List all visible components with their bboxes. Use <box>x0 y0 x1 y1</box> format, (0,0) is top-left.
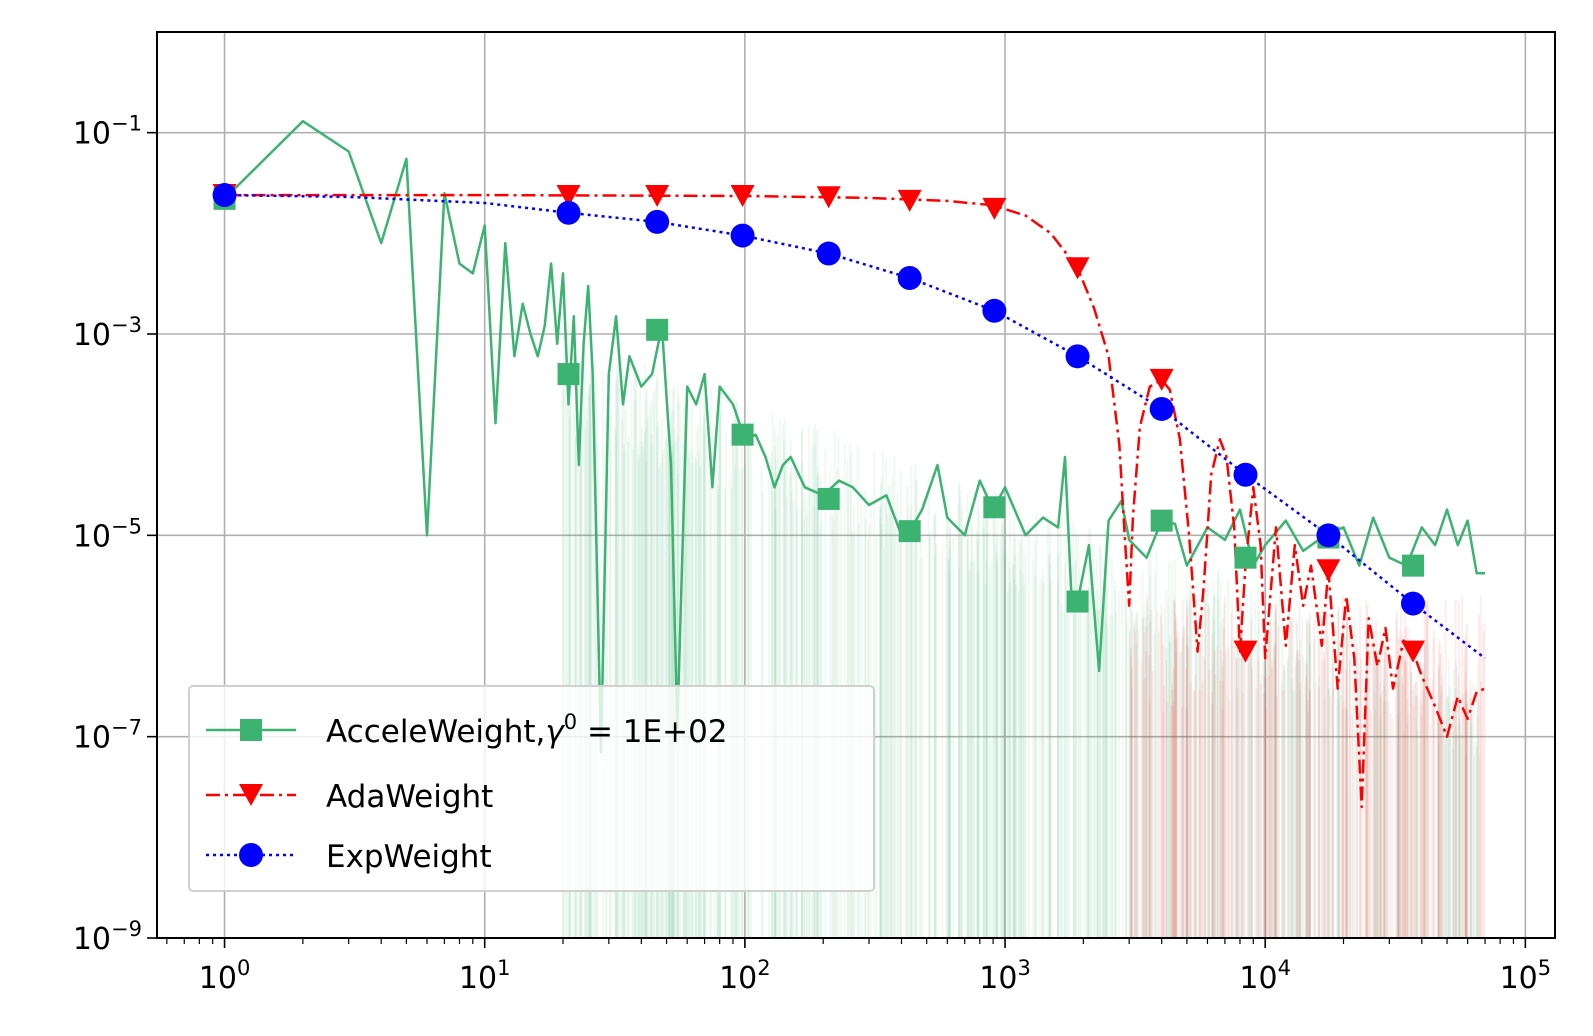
y-tick-label: 10−7 <box>73 716 142 756</box>
marker-acceleweight <box>557 363 580 386</box>
marker-acceleweight <box>983 496 1006 519</box>
marker-acceleweight <box>1150 509 1173 532</box>
y-tick-label: 10−1 <box>73 112 142 152</box>
marker-expweight <box>897 265 922 290</box>
marker-adaweight <box>1149 368 1174 391</box>
marker-acceleweight <box>731 423 754 446</box>
marker-acceleweight <box>1066 590 1089 613</box>
legend-label-adaweight: AdaWeight <box>326 779 493 815</box>
x-tick-label: 101 <box>459 956 511 996</box>
legend-label-expweight: ExpWeight <box>326 839 492 875</box>
series-line-expweight <box>224 193 1486 660</box>
x-tick-label: 103 <box>979 956 1031 996</box>
legend-entry-adaweight: AdaWeight <box>206 779 493 815</box>
marker-acceleweight <box>898 520 921 543</box>
y-tick-label: 10−9 <box>73 917 142 957</box>
y-tick-label: 10−3 <box>73 313 142 353</box>
marker-acceleweight <box>1234 546 1257 569</box>
marker-expweight <box>1149 396 1174 421</box>
marker-expweight <box>1401 591 1426 616</box>
marker-expweight <box>730 223 755 248</box>
marker-expweight <box>212 183 237 208</box>
marker-adaweight <box>816 186 841 209</box>
marker-expweight <box>1316 523 1341 548</box>
legend: AcceleWeight,γ0 = 1E+02 AdaWeight ExpWei… <box>188 685 875 892</box>
x-tick-label: 102 <box>719 956 771 996</box>
series-group <box>212 119 1486 809</box>
marker-acceleweight <box>1402 554 1425 577</box>
marker-acceleweight <box>817 487 840 510</box>
marker-adaweight <box>556 184 581 207</box>
x-tick-label: 104 <box>1239 956 1291 996</box>
plot-frame <box>156 31 1556 939</box>
marker-adaweight <box>982 197 1007 220</box>
marker-adaweight <box>1065 257 1090 280</box>
legend-marker-adaweight <box>239 784 263 806</box>
legend-marker-acceleweight <box>240 719 262 741</box>
marker-expweight <box>1065 344 1090 369</box>
legend-marker-expweight <box>239 843 263 867</box>
axis-ticks: 100 101 102 103 104 105 10−1 10−3 10−5 10−7 10−9 <box>73 112 1551 996</box>
x-tick-label: 105 <box>1500 956 1552 996</box>
series-line-adaweight <box>224 193 1486 809</box>
x-tick-label: 100 <box>199 956 251 996</box>
marker-expweight <box>982 298 1007 323</box>
marker-expweight <box>1233 462 1258 487</box>
marker-expweight <box>816 241 841 266</box>
marker-adaweight <box>1316 559 1341 582</box>
marker-adaweight <box>645 184 670 207</box>
marker-expweight <box>645 209 670 234</box>
marker-expweight <box>556 200 581 225</box>
legend-label-acceleweight: AcceleWeight,γ0 = 1E+02 <box>326 710 728 750</box>
marker-adaweight <box>1233 640 1258 663</box>
marker-acceleweight <box>646 318 669 341</box>
legend-entry-expweight: ExpWeight <box>206 839 492 875</box>
legend-box <box>188 685 875 892</box>
y-tick-label: 10−5 <box>73 514 142 554</box>
legend-entry-acceleweight: AcceleWeight,γ0 = 1E+02 <box>206 710 728 750</box>
marker-adaweight <box>1401 640 1426 663</box>
marker-adaweight <box>730 184 755 207</box>
marker-adaweight <box>897 189 922 212</box>
